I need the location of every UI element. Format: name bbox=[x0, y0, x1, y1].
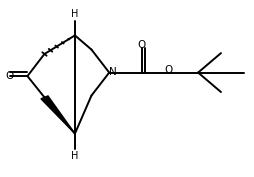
Text: H: H bbox=[71, 151, 79, 161]
Text: O: O bbox=[5, 71, 13, 81]
Polygon shape bbox=[41, 96, 75, 134]
Text: H: H bbox=[71, 9, 79, 19]
Text: N: N bbox=[109, 67, 117, 77]
Text: O: O bbox=[138, 40, 146, 50]
Text: O: O bbox=[164, 65, 172, 75]
